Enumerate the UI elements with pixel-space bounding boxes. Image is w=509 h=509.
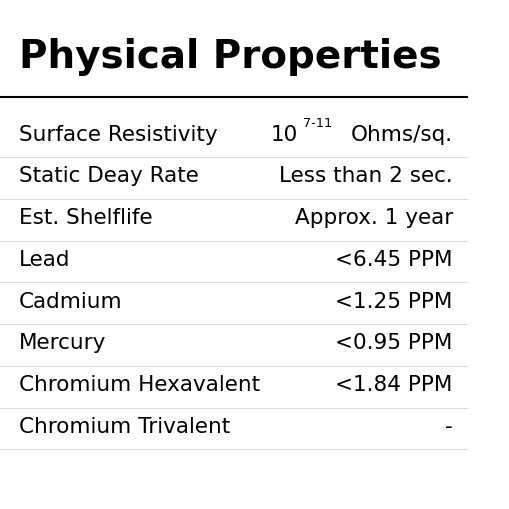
Text: -: -: [444, 417, 452, 437]
Text: Ohms/sq.: Ohms/sq.: [350, 125, 452, 145]
Text: Surface Resistivity: Surface Resistivity: [19, 125, 217, 145]
Text: Chromium Trivalent: Chromium Trivalent: [19, 417, 230, 437]
Text: <1.25 PPM: <1.25 PPM: [335, 292, 452, 312]
Text: 10: 10: [270, 125, 297, 145]
Text: <0.95 PPM: <0.95 PPM: [335, 333, 452, 353]
Text: Est. Shelflife: Est. Shelflife: [19, 208, 152, 228]
Text: Mercury: Mercury: [19, 333, 106, 353]
Text: Lead: Lead: [19, 250, 70, 270]
Text: Less than 2 sec.: Less than 2 sec.: [278, 166, 452, 186]
Text: Static Deay Rate: Static Deay Rate: [19, 166, 198, 186]
Text: <6.45 PPM: <6.45 PPM: [334, 250, 452, 270]
Text: Approx. 1 year: Approx. 1 year: [294, 208, 452, 228]
Text: <1.84 PPM: <1.84 PPM: [335, 375, 452, 395]
Text: Physical Properties: Physical Properties: [19, 38, 440, 76]
Text: 7-11: 7-11: [302, 117, 331, 130]
Text: Chromium Hexavalent: Chromium Hexavalent: [19, 375, 259, 395]
Text: Cadmium: Cadmium: [19, 292, 122, 312]
